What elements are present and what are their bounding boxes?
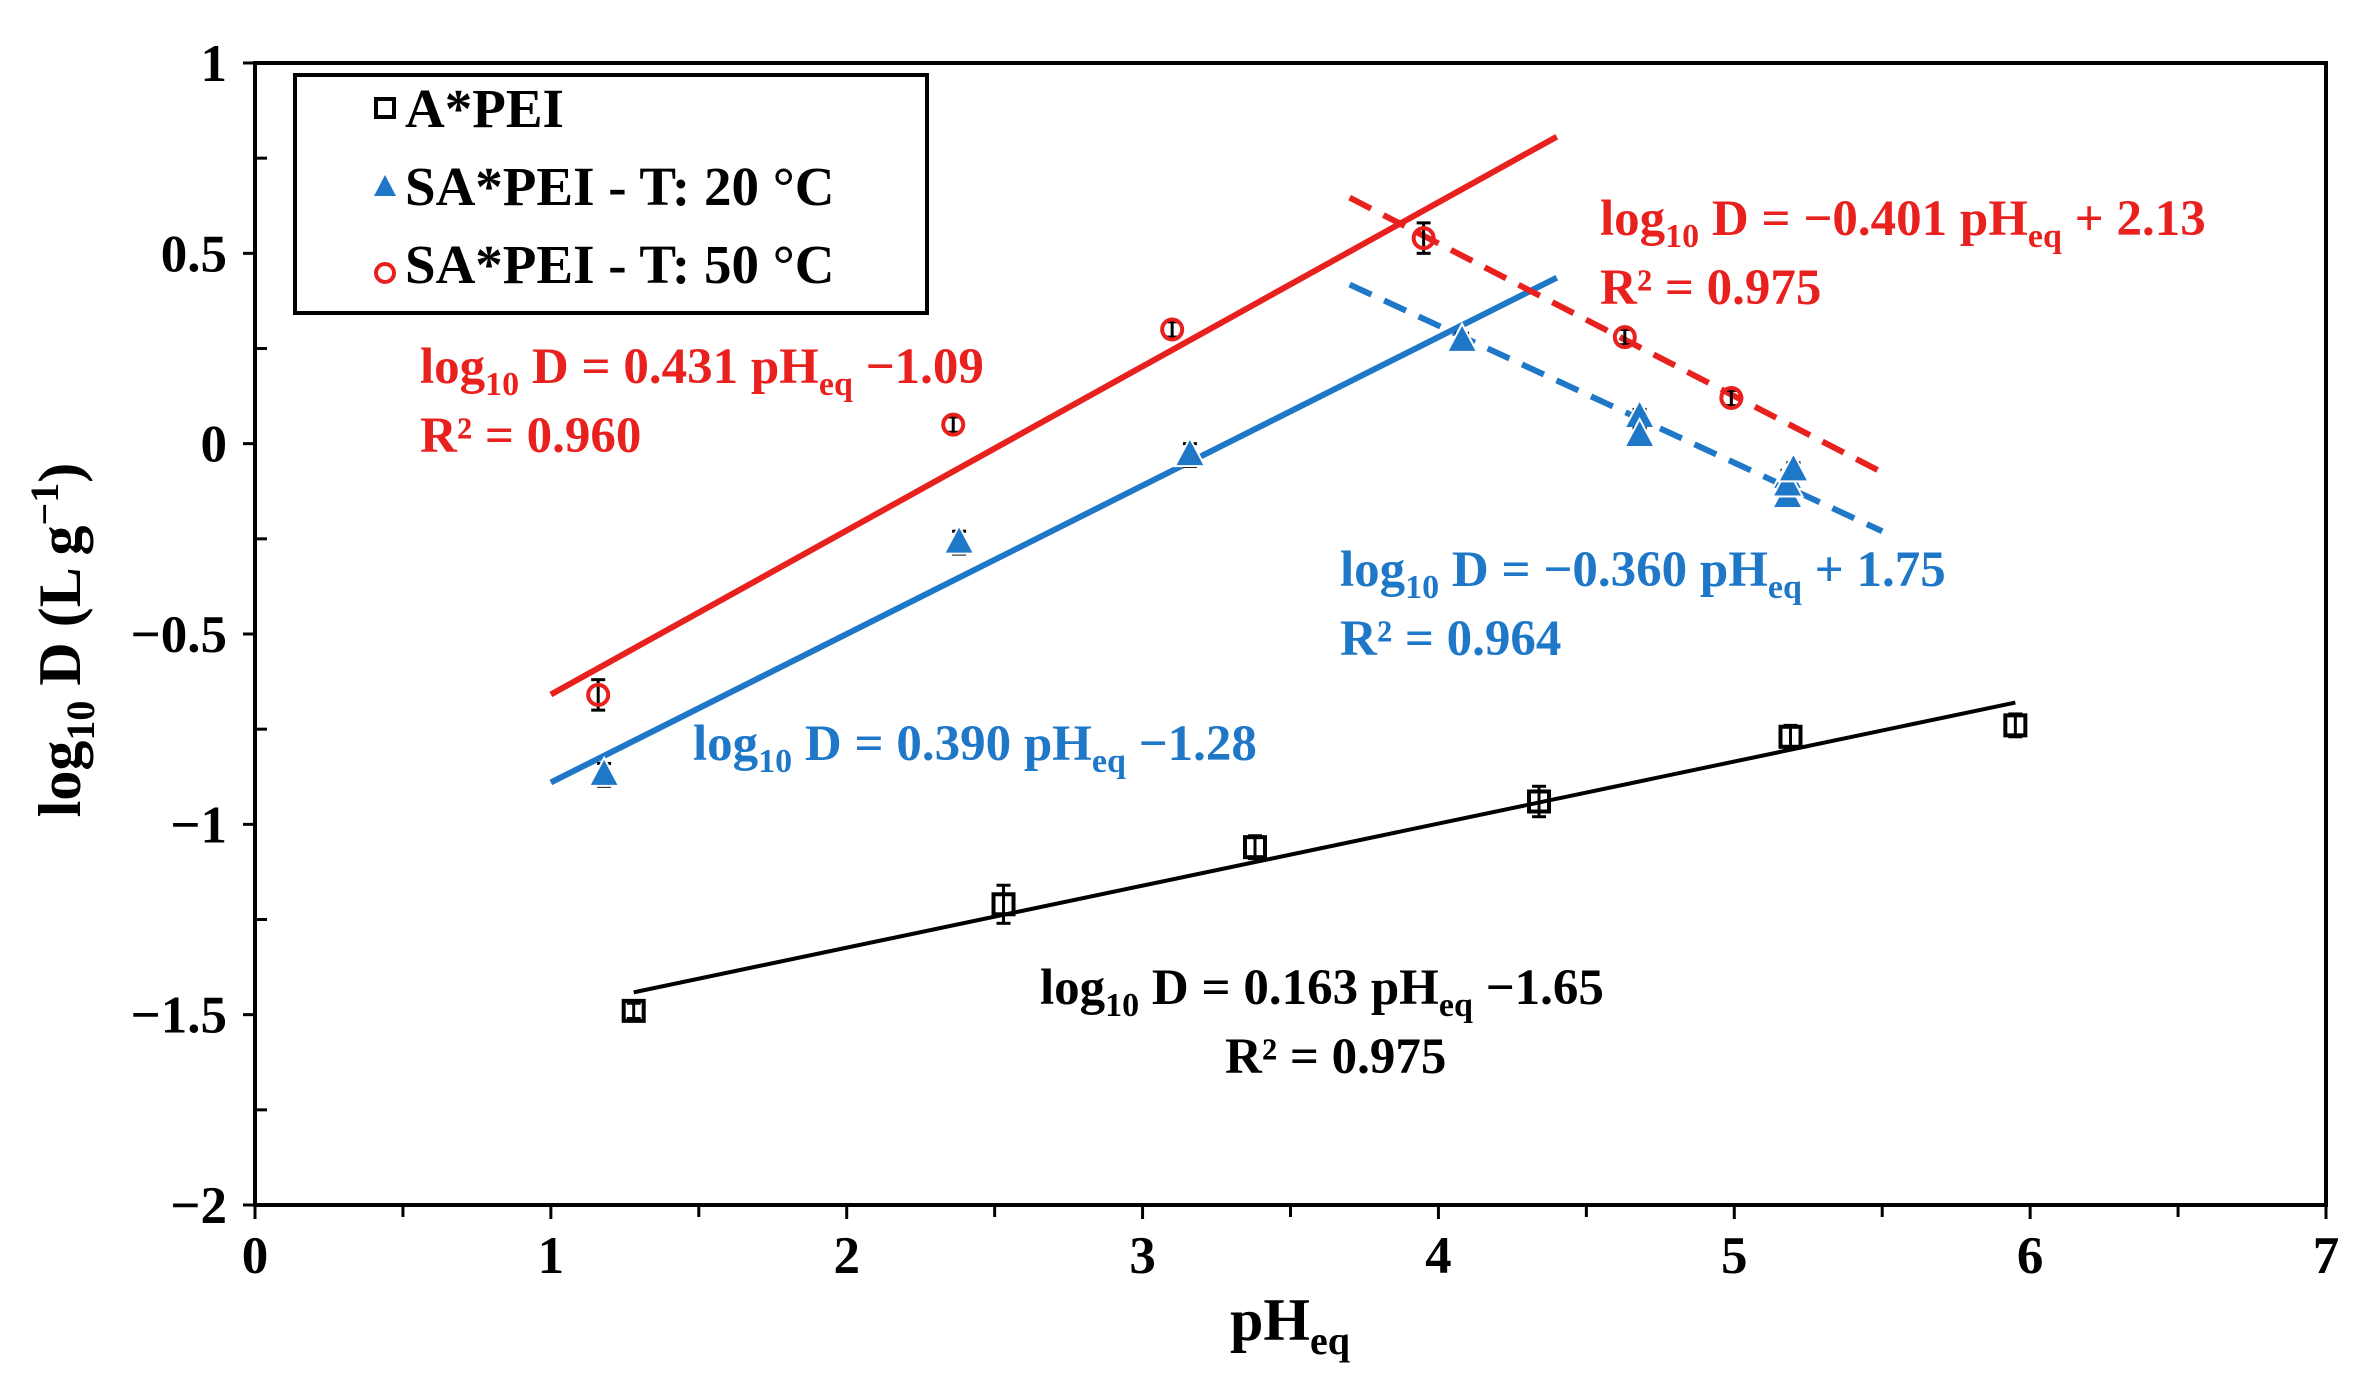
data-point [1612,325,1637,350]
x-tick-label: 3 [1129,1227,1156,1285]
legend-label-sa-pei-20: SA*PEI - T: 20 °C [405,156,834,217]
x-axis-title-main: pH [1230,1287,1310,1353]
marker-square [2003,713,2028,738]
x-tick-label: 7 [2313,1227,2340,1285]
y-axis-title-sup: −1 [22,483,67,526]
x-axis-title-sub: eq [1310,1318,1350,1363]
data-points [586,221,2028,1023]
y-tick-label: −2 [170,1177,227,1235]
data-point [1719,385,1744,410]
y-axis-title: log10 D (L g−1) [22,463,103,817]
data-point [1242,834,1267,861]
fit-lines [549,134,2016,995]
data-point [991,883,1016,925]
r-squared-text: R² = 0.960 [420,408,641,464]
data-point [942,523,976,556]
equation-text: log10 D = −0.401 pHeq + 2.13 [1600,191,2206,255]
legend: A*PEI SA*PEI - T: 20 °C SA*PEI - T: 50 °… [293,73,929,315]
x-tick-label: 2 [833,1227,860,1285]
marker-triangle [1173,435,1207,468]
y-tick-label: −1.5 [131,987,227,1045]
marker-circle [1719,385,1744,410]
data-point [1622,416,1657,449]
y-tick-label: −0.5 [131,606,227,664]
x-axis-title: pHeq [1230,1287,1350,1363]
r-squared-text: R² = 0.964 [1340,611,1561,667]
x-tick-label: 0 [242,1227,269,1285]
data-point [2003,712,2028,739]
equation-text: log10 D = 0.390 pHeq −1.28 [693,716,1257,780]
marker-triangle [1776,451,1811,483]
marker-triangle [1445,321,1479,353]
equation-text: log10 D = 0.431 pHeq −1.09 [420,339,984,403]
legend-item-sa-pei-50: SA*PEI - T: 50 °C [374,234,834,295]
data-point [1776,451,1811,483]
marker-square [1242,835,1267,860]
equation-text: log10 D = −0.360 pHeq + 1.75 [1340,542,1946,606]
marker-triangle [587,755,621,787]
legend-label-sa-pei-50: SA*PEI - T: 50 °C [405,234,834,295]
blue-rising-fit [549,275,1559,786]
data-point [1778,723,1803,750]
legend-item-a-pei: A*PEI [374,78,564,139]
marker-triangle [942,523,976,555]
y-tick-label: 1 [201,35,228,93]
marker-circle [586,682,611,707]
marker-square [1778,724,1803,749]
data-point [1173,435,1207,469]
marker-triangle [1622,416,1657,449]
y-axis-title-rest: D (L g [27,526,93,701]
legend-label-a-pei: A*PEI [405,78,564,139]
red-falling-fit [1348,194,1884,476]
data-point [1527,784,1552,819]
marker-square [621,998,646,1023]
marker-square [1527,789,1552,814]
legend-circle-marker [374,262,396,284]
y-tick-label: 0 [201,416,228,474]
x-tick-label: 5 [1721,1227,1748,1285]
y-tick-label: −1 [170,796,227,854]
legend-triangle-marker [374,175,396,196]
blue-falling-fit [1348,281,1884,534]
legend-square-marker [374,97,396,119]
marker-triangle [1770,466,1805,498]
marker-circle [1411,226,1436,251]
data-point [587,755,621,788]
y-axis-title-sub: 10 [58,701,103,741]
black-fit [633,700,2016,995]
r-squared-text: R² = 0.975 [1225,1029,1446,1085]
equation-text: log10 D = 0.163 pHeq −1.65 [1040,960,1604,1024]
data-point [941,412,966,437]
marker-circle [941,412,966,437]
r-squared-text: R² = 0.975 [1600,260,1821,316]
axes: 0 1 2 3 4 5 6 7 −2 −1.5 −1 −0.5 0 0.5 1 [131,35,2340,1285]
marker-circle [1160,317,1185,342]
blue-rising-eq: log10 D = 0.390 pHeq −1.28 [693,716,1257,780]
red-rising-fit [549,134,1559,698]
y-tick-label: 0.5 [161,225,227,283]
data-point [1411,221,1436,255]
x-tick-label: 1 [538,1227,565,1285]
y-axis-title-main: log [27,741,93,818]
data-point [1445,321,1479,353]
marker-square [991,892,1016,917]
x-tick-label: 6 [2017,1227,2044,1285]
data-point [586,678,611,712]
y-axis-title-end: ) [27,463,93,483]
data-point [1160,317,1185,342]
data-point [621,998,646,1023]
legend-box [293,73,929,315]
marker-circle [1612,325,1637,350]
x-tick-label: 4 [1425,1227,1452,1285]
legend-item-sa-pei-20: SA*PEI - T: 20 °C [374,156,834,217]
